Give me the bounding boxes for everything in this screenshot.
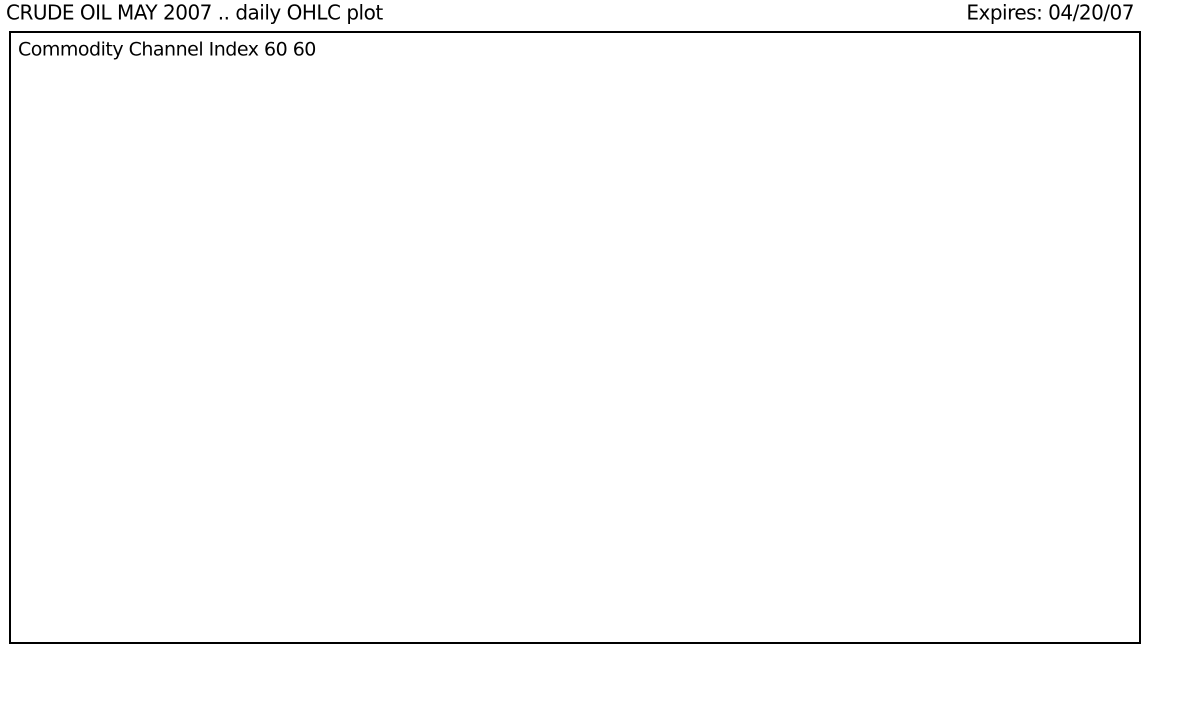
legend-box: [14, 38, 454, 62]
plot-frame: [9, 31, 1141, 644]
expiry-note: Expires: 04/20/07: [966, 1, 1134, 25]
chart-title: CRUDE OIL MAY 2007 .. daily OHLC plot: [6, 1, 383, 25]
legend-label: Commodity Channel Index 60 60: [18, 39, 316, 61]
